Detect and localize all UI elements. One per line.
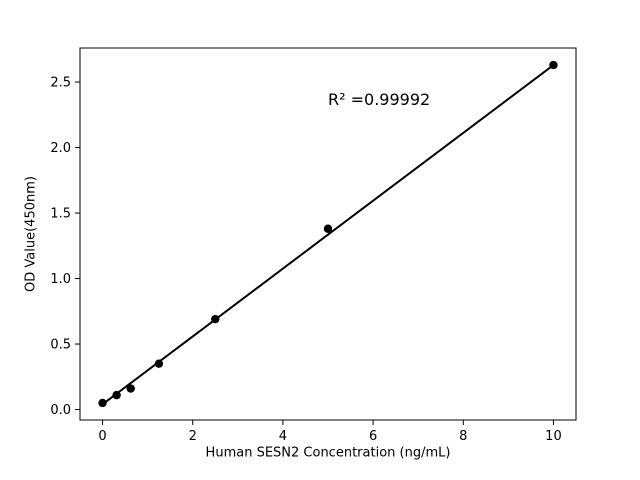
x-tick-label: 4 <box>279 429 287 444</box>
x-tick-label: 8 <box>459 429 467 444</box>
x-axis-label: Human SESN2 Concentration (ng/mL) <box>205 445 451 461</box>
x-tick-label: 0 <box>98 429 106 444</box>
data-point <box>549 60 558 70</box>
y-tick-label: 1.5 <box>50 207 71 222</box>
data-point <box>112 390 121 400</box>
data-point <box>211 314 220 324</box>
r-squared-annotation: R² =0.99992 <box>328 90 431 109</box>
x-tick-label: 2 <box>189 429 197 444</box>
y-tick-label: 0.5 <box>50 338 71 353</box>
plot-border <box>79 47 577 421</box>
data-point <box>154 359 164 368</box>
x-tick-label: 6 <box>369 429 377 444</box>
data-point <box>126 384 135 393</box>
y-tick-label: 0.0 <box>50 403 71 418</box>
y-tick-label: 2.0 <box>50 141 71 156</box>
x-tick-label: 10 <box>545 429 562 444</box>
y-axis-label: OD Value(450nm) <box>23 176 39 292</box>
data-point <box>323 224 333 233</box>
y-tick-label: 1.0 <box>50 272 71 287</box>
fit-line <box>101 64 555 406</box>
data-point <box>98 398 107 408</box>
y-tick-label: 2.5 <box>50 76 71 91</box>
